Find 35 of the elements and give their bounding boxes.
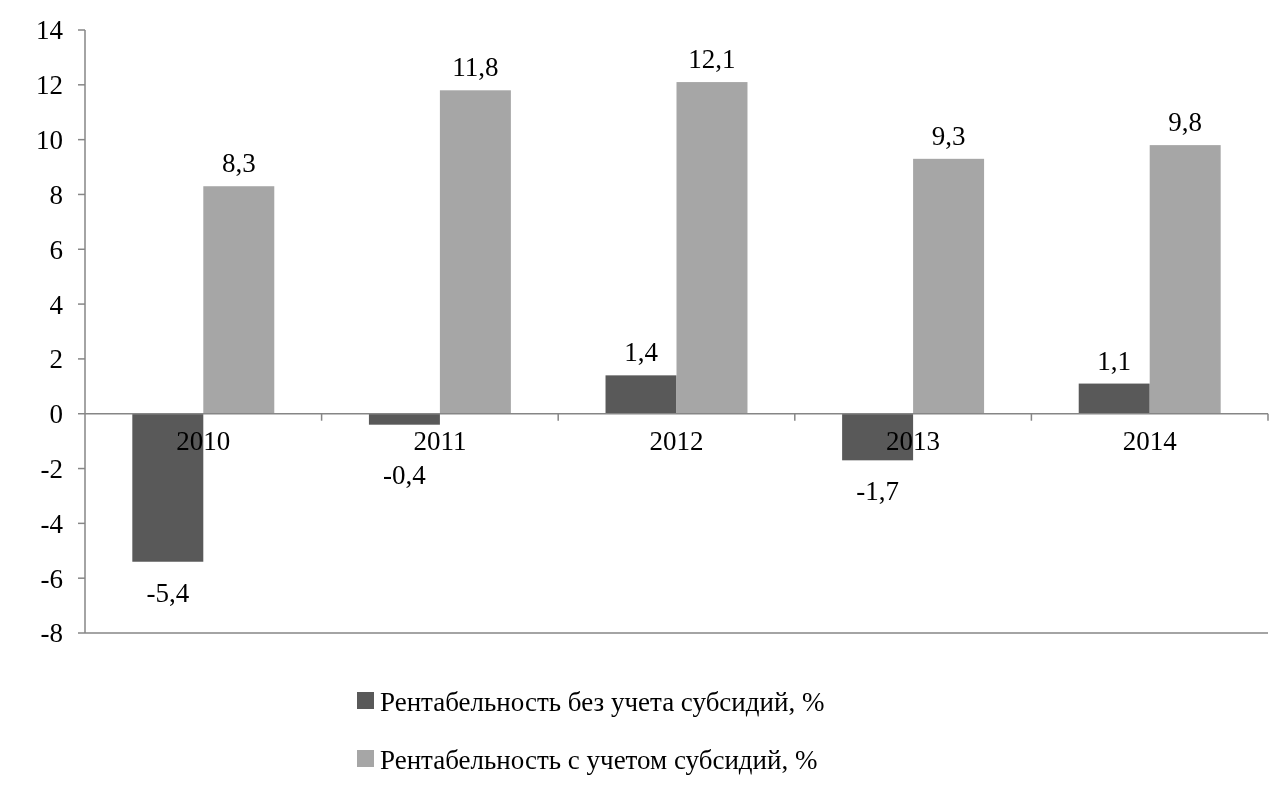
y-tick-label: -8 xyxy=(40,618,63,649)
data-label: 8,3 xyxy=(221,148,256,179)
bar xyxy=(203,186,275,414)
y-tick-label: -2 xyxy=(40,454,63,484)
y-tick-label: 2 xyxy=(49,344,63,375)
x-tick-label: 2011 xyxy=(413,425,467,456)
y-tick-label: 14 xyxy=(36,15,64,46)
data-label: 1,1 xyxy=(1097,345,1132,376)
bar xyxy=(1078,383,1150,414)
y-tick-label: 0 xyxy=(49,399,63,430)
y-tick-label: 6 xyxy=(49,234,63,265)
legend-label: Рентабельность с учетом субсидий, % xyxy=(380,745,818,776)
y-tick-label: 10 xyxy=(36,125,63,156)
data-label: 1,4 xyxy=(624,337,659,368)
bar xyxy=(676,82,748,414)
legend-label: Рентабельность без учета субсидий, % xyxy=(380,687,825,718)
y-tick-label: 8 xyxy=(49,179,63,210)
y-tick-label: -6 xyxy=(40,563,63,594)
x-tick-label: 2014 xyxy=(1122,425,1178,456)
bar xyxy=(368,413,440,425)
data-label: 9,8 xyxy=(1168,107,1203,138)
data-label: 12,1 xyxy=(688,44,736,75)
bar xyxy=(913,158,985,414)
bar xyxy=(439,90,511,414)
x-tick-label: 2012 xyxy=(649,425,704,456)
data-label: -0,4 xyxy=(383,459,427,490)
data-label: -5,4 xyxy=(146,577,190,608)
y-tick-label: 12 xyxy=(36,70,63,101)
bar xyxy=(1149,145,1221,414)
y-tick-label: -4 xyxy=(40,508,64,539)
y-tick-label: 4 xyxy=(49,289,64,320)
data-label: 9,3 xyxy=(931,120,966,151)
data-label: 11,8 xyxy=(452,52,499,83)
data-label: -1,7 xyxy=(856,476,899,507)
bar xyxy=(605,375,677,414)
